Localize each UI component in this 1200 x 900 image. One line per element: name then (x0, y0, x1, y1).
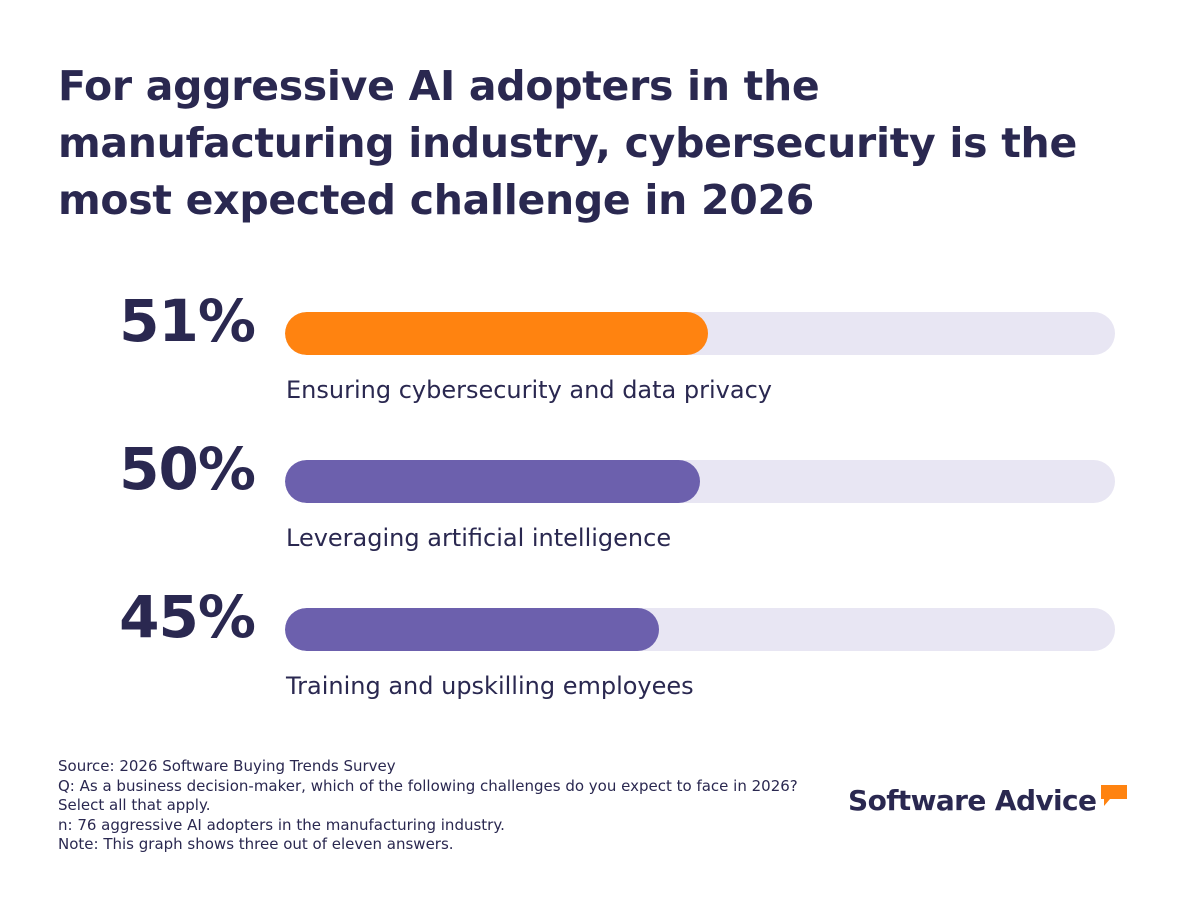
software-advice-logo: Software Advice (848, 782, 1138, 822)
scope-note: Note: This graph shows three out of elev… (58, 835, 454, 853)
category-label: Leveraging artificial intelligence (286, 524, 672, 552)
bar-track (285, 312, 1115, 355)
bar-row: 51% Ensuring cybersecurity and data priv… (0, 287, 1200, 432)
value-label: 45% (119, 583, 256, 651)
value-label: 50% (119, 435, 256, 503)
bar-row: 45% Training and upskilling employees (0, 583, 1200, 728)
bar-track (285, 460, 1115, 503)
bar-fill-1 (285, 460, 700, 503)
sample-note: n: 76 aggressive AI adopters in the manu… (58, 815, 505, 834)
bar-row: 50% Leveraging artificial intelligence (0, 435, 1200, 580)
logo-wordmark: Software Advice (848, 784, 1097, 817)
bar-fill-0 (285, 312, 708, 355)
bar-fill-2 (285, 608, 659, 651)
question-note: Q: As a business decision-maker, which o… (58, 776, 798, 795)
value-label: 51% (119, 287, 256, 355)
category-label: Ensuring cybersecurity and data privacy (286, 376, 772, 404)
question-note-continued: Select all that apply. (58, 796, 211, 814)
source-note: Source: 2026 Software Buying Trends Surv… (58, 757, 396, 775)
speech-bubble-icon (1101, 785, 1127, 806)
footnote: Source: 2026 Software Buying Trends Surv… (58, 757, 818, 855)
chart-title: For aggressive AI adopters in the manufa… (58, 62, 1077, 224)
bar-track (285, 608, 1115, 651)
category-label: Training and upskilling employees (286, 672, 694, 700)
